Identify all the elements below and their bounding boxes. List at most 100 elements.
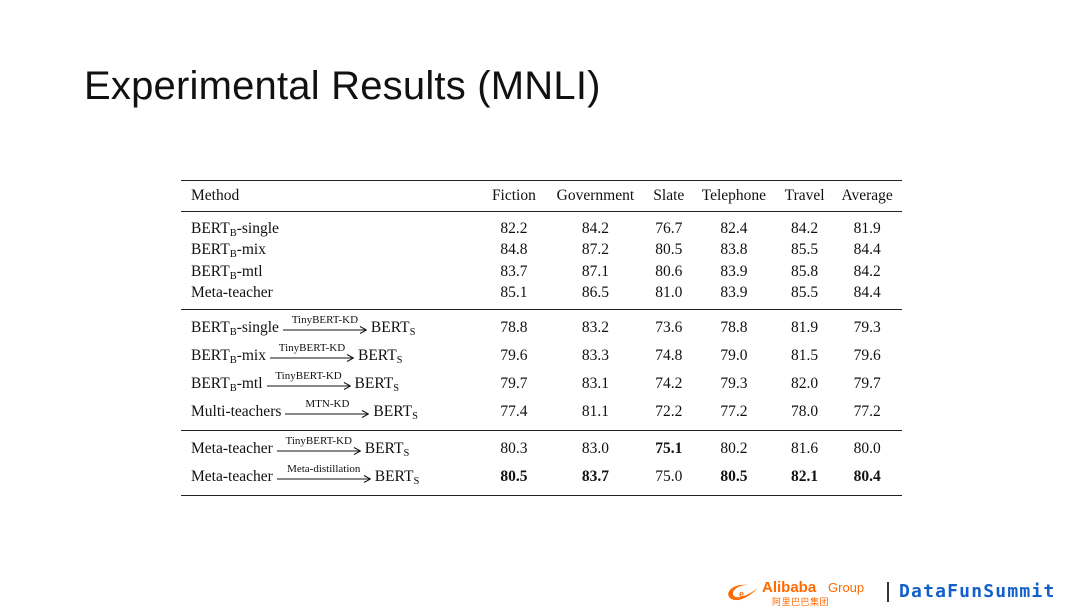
- svg-text:e: e: [739, 589, 744, 599]
- alibaba-logo-icon: e: [728, 584, 758, 601]
- score-cell: 84.2: [853, 262, 881, 280]
- score-cell: 75.0: [646, 463, 691, 496]
- teacher-subscript: B: [229, 326, 237, 338]
- score-cell: 85.5: [776, 282, 833, 310]
- score-cell: 80.5: [690, 463, 777, 496]
- table-row: BERTB-single TinyBERT-KD BERTS 78.8 83.2 73.6…: [181, 310, 902, 343]
- table-row: Multi-teachers MTN-KD BERTS 77.4 81.1 72.2 77.…: [181, 398, 902, 431]
- student-name: BERT: [373, 402, 413, 420]
- score-cell: 78.0: [776, 398, 833, 431]
- method-cell: Meta-teacher TinyBERT-KD BERTS: [181, 431, 484, 464]
- table-header-row: Method Fiction Government Slate Telephon…: [181, 180, 902, 212]
- teacher-name: BERT: [191, 262, 230, 280]
- score-cell: 83.9: [690, 282, 777, 310]
- alibaba-chinese-label: 阿里巴巴集团: [772, 598, 830, 608]
- score-cell: 83.3: [581, 347, 609, 364]
- method-cell: BERTB-single TinyBERT-KD BERTS: [181, 310, 484, 343]
- score-cell: 75.1: [655, 440, 683, 457]
- right-arrow-icon: [282, 325, 367, 334]
- teacher-subscript: B: [229, 270, 237, 282]
- teacher-subscript: B: [229, 227, 237, 239]
- teacher-name: Meta-teacher: [191, 439, 273, 457]
- header-fiction: Fiction: [483, 180, 545, 212]
- score-cell: 85.8: [791, 262, 819, 280]
- teacher-name: BERT: [191, 346, 230, 364]
- right-arrow-icon: [269, 353, 354, 362]
- method-cell: BERTB-mix: [181, 240, 484, 262]
- teacher-subscript: B: [229, 249, 237, 261]
- score-cell: 83.7: [500, 262, 528, 280]
- score-cell: 81.9: [791, 319, 819, 336]
- header-slate: Slate: [646, 180, 691, 212]
- teacher-suffix: -single: [236, 219, 279, 237]
- score-cell: 72.2: [646, 398, 691, 431]
- score-cell: 82.2: [500, 219, 528, 237]
- score-cell: 87.2: [581, 241, 609, 259]
- arrow-label: TinyBERT-KD: [278, 341, 346, 354]
- meta-distillation-group: Meta-teacher TinyBERT-KD BERTS 80.3 83.0 75.1…: [181, 431, 902, 496]
- score-cell: 81.9: [853, 219, 881, 237]
- student-name: BERT: [364, 439, 404, 457]
- teacher-subscript: B: [229, 382, 237, 394]
- teacher-name: BERT: [191, 241, 230, 259]
- datafun-summit-logo: DataFunSummit: [899, 581, 1056, 602]
- header-government: Government: [544, 180, 647, 212]
- table-row: BERTB-mtl TinyBERT-KD BERTS 79.7 83.1 74.2 79.…: [181, 370, 902, 398]
- distillation-arrow: TinyBERT-KD: [266, 370, 351, 390]
- method-cell: BERTB-mtl TinyBERT-KD BERTS: [181, 370, 484, 398]
- teacher-name: BERT: [191, 374, 230, 392]
- teacher-suffix: -mtl: [236, 374, 263, 392]
- score-cell: 81.1: [544, 398, 647, 431]
- teacher-name: Multi-teachers: [191, 402, 282, 420]
- teacher-name: Meta-teacher: [191, 284, 273, 302]
- score-cell: 81.0: [646, 282, 691, 310]
- student-name: BERT: [357, 346, 397, 364]
- header-method: Method: [181, 180, 484, 212]
- score-cell: 84.4: [832, 282, 902, 310]
- teacher-results-group: BERTB-single 82.2 84.2 76.7 82.4 84.2 81.9 BERT…: [181, 212, 902, 310]
- score-cell: 80.0: [853, 440, 881, 457]
- score-cell: 84.2: [791, 219, 819, 237]
- header-travel: Travel: [776, 180, 833, 212]
- score-cell: 82.4: [720, 219, 748, 237]
- score-cell: 86.5: [544, 282, 647, 310]
- student-subscript: S: [403, 447, 410, 459]
- score-cell: 74.8: [655, 347, 683, 364]
- score-cell: 83.9: [720, 262, 748, 280]
- distillation-arrow: Meta-distillation: [276, 463, 371, 483]
- arrow-label: TinyBERT-KD: [291, 313, 359, 326]
- teacher-name: BERT: [191, 318, 230, 336]
- distillation-arrow: MTN-KD: [285, 398, 370, 418]
- score-cell: 79.0: [720, 347, 748, 364]
- teacher-name: Meta-teacher: [191, 467, 273, 485]
- method-cell: BERTB-mix TinyBERT-KD BERTS: [181, 342, 484, 370]
- method-cell: Multi-teachers MTN-KD BERTS: [181, 398, 484, 431]
- teacher-suffix: -mix: [236, 241, 266, 259]
- method-cell: Meta-teacher Meta-distillation BERTS: [181, 463, 484, 496]
- student-name: BERT: [370, 318, 410, 336]
- score-cell: 83.0: [581, 440, 609, 457]
- alibaba-wordmark: Alibaba: [762, 579, 817, 596]
- score-cell: 77.2: [690, 398, 777, 431]
- score-cell: 83.1: [581, 375, 609, 392]
- score-cell: 82.0: [791, 375, 819, 392]
- score-cell: 83.7: [544, 463, 647, 496]
- score-cell: 78.8: [500, 319, 528, 336]
- score-cell: 82.1: [776, 463, 833, 496]
- score-cell: 83.8: [720, 241, 748, 259]
- baseline-distillation-group: BERTB-single TinyBERT-KD BERTS 78.8 83.2 73.6…: [181, 310, 902, 431]
- score-cell: 80.3: [500, 440, 528, 457]
- table-row: BERTB-single 82.2 84.2 76.7 82.4 84.2 81.9: [181, 212, 902, 240]
- score-cell: 81.6: [791, 440, 819, 457]
- header-average: Average: [832, 180, 902, 212]
- table-row: Meta-teacher 85.1 86.5 81.0 83.9 85.5 84.4: [181, 282, 902, 310]
- student-subscript: S: [396, 354, 403, 366]
- score-cell: 84.4: [853, 241, 881, 259]
- score-cell: 79.7: [853, 375, 881, 392]
- method-cell: BERTB-mtl: [181, 261, 484, 283]
- header-telephone: Telephone: [690, 180, 777, 212]
- score-cell: 79.6: [500, 347, 528, 364]
- student-name: BERT: [374, 467, 414, 485]
- student-name: BERT: [354, 374, 394, 392]
- score-cell: 79.3: [853, 319, 881, 336]
